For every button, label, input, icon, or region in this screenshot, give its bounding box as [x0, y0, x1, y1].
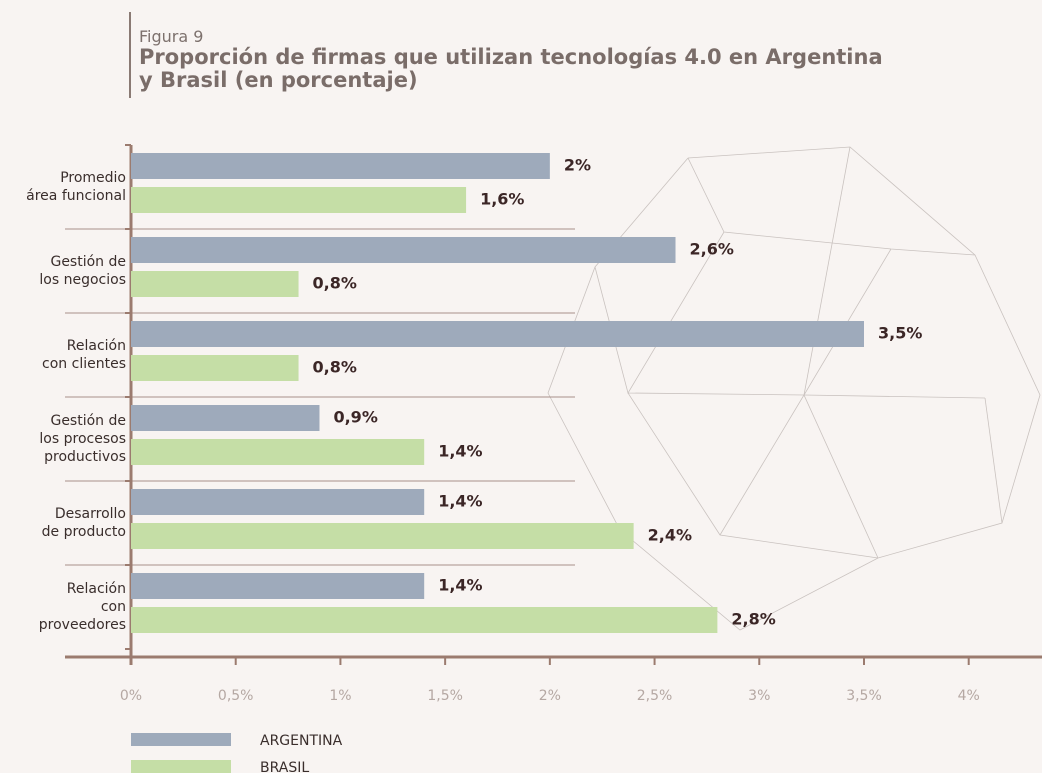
bar — [131, 321, 864, 347]
value-label: 1,4% — [438, 492, 482, 511]
value-label: 0,8% — [313, 274, 357, 293]
category-label: Relación con clientes — [42, 338, 126, 372]
value-label: 0,8% — [313, 358, 357, 377]
value-label: 1,4% — [438, 576, 482, 595]
x-tick-label: 3% — [748, 688, 770, 704]
chart-subtitle: Figura 9 — [139, 27, 204, 46]
category-label: Gestión de los negocios — [39, 254, 126, 288]
value-label: 0,9% — [333, 408, 377, 427]
bar — [131, 187, 467, 213]
value-label: 2,6% — [690, 240, 734, 259]
bar — [131, 523, 634, 549]
x-tick-label: 2,5% — [637, 688, 673, 704]
legend-swatch — [131, 733, 231, 746]
bar — [131, 355, 299, 381]
legend-label: ARGENTINA — [260, 733, 343, 749]
bar — [131, 271, 299, 297]
chart-title: Proporción de firmas que utilizan tecnol… — [139, 45, 883, 92]
legend-swatch — [131, 760, 231, 773]
x-tick-label: 4% — [958, 688, 980, 704]
category-label: Relación con proveedores — [38, 581, 126, 633]
value-label: 2,8% — [731, 610, 775, 629]
x-tick-label: 0,5% — [218, 688, 254, 704]
value-label: 2% — [564, 156, 591, 175]
value-label: 1,4% — [438, 442, 482, 461]
x-tick-label: 2% — [539, 688, 561, 704]
category-label: Desarrollo de producto — [41, 506, 126, 540]
legend-label: BRASIL — [260, 760, 309, 773]
bar — [131, 237, 676, 263]
bar — [131, 607, 718, 633]
bar — [131, 489, 425, 515]
value-label: 3,5% — [878, 324, 922, 343]
x-tick-label: 1% — [329, 688, 351, 704]
bar — [131, 573, 425, 599]
x-tick-label: 0% — [120, 688, 142, 704]
category-label: Gestión de los procesos productivos — [39, 413, 126, 465]
decoration — [547, 146, 1041, 631]
x-tick-label: 3,5% — [846, 688, 882, 704]
header: Figura 9 Proporción de firmas que utiliz… — [129, 12, 899, 98]
category-label: Promedio área funcional — [26, 170, 126, 204]
x-tick-label: 1,5% — [427, 688, 463, 704]
bar — [131, 439, 425, 465]
value-label: 1,6% — [480, 190, 524, 209]
value-label: 2,4% — [648, 526, 692, 545]
bar — [131, 153, 550, 179]
bar — [131, 405, 320, 431]
